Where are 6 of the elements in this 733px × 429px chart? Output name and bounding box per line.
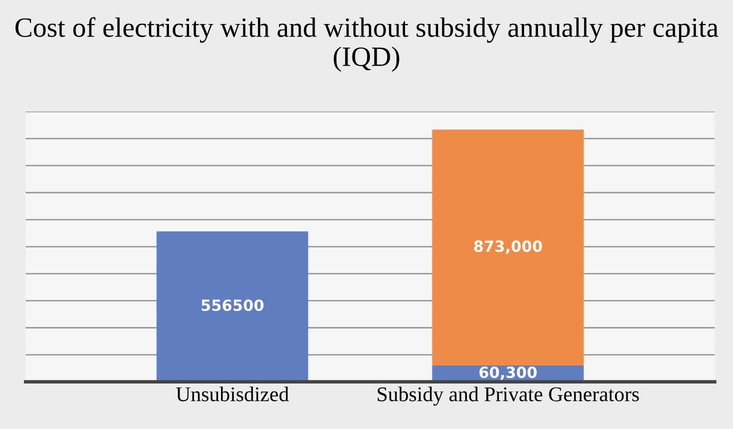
- data-label: 556500: [202, 299, 264, 312]
- x-tick-label: Unsubisdized: [176, 386, 289, 402]
- data-label: 873,000: [474, 240, 542, 254]
- x-tick-label: Subsidy and Private Generators: [378, 386, 639, 406]
- data-label: 60,300: [479, 366, 537, 380]
- chart-title: Cost of electricity with and without subsidy annually per capita (IQD): [15, 17, 718, 72]
